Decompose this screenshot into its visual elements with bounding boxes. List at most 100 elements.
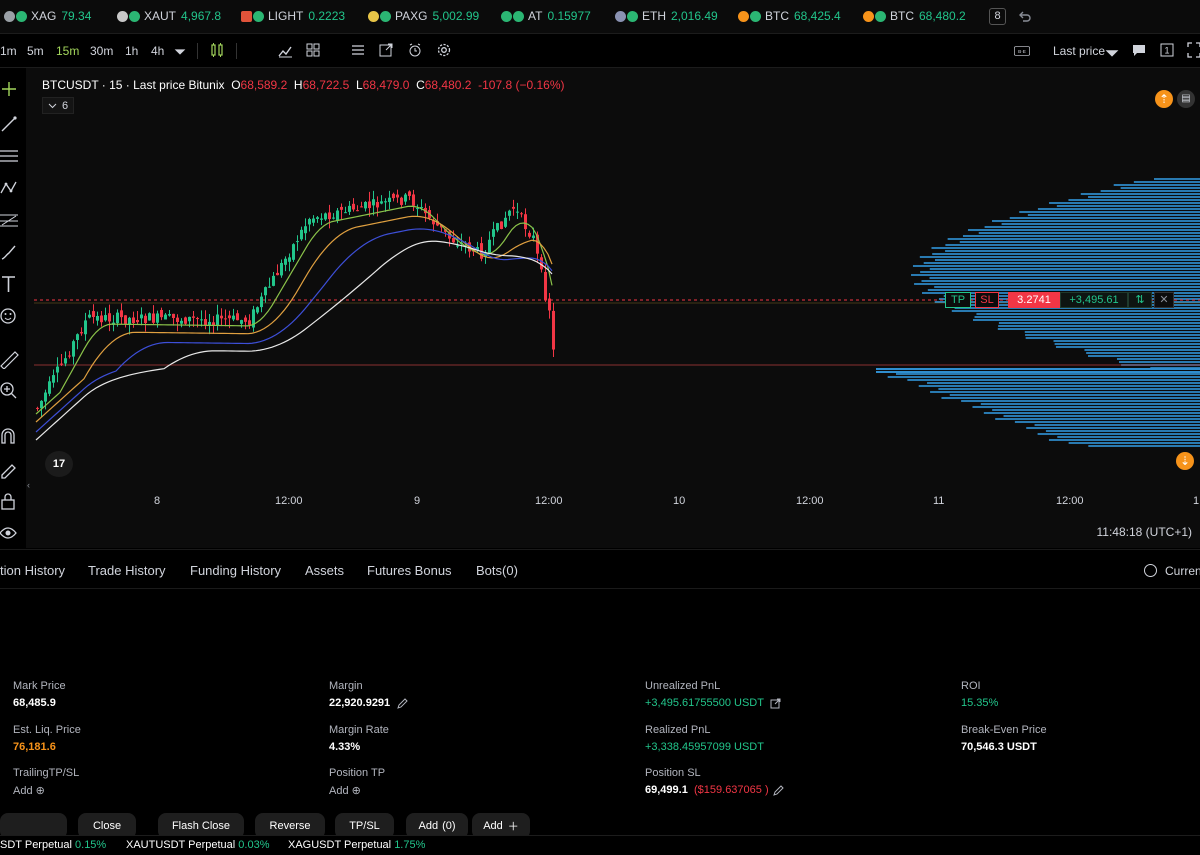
volume-profile-bar bbox=[896, 373, 1200, 375]
menu-icon[interactable] bbox=[350, 42, 366, 58]
tab-assets[interactable]: Assets bbox=[305, 563, 345, 578]
x-tick: 12:00 bbox=[275, 495, 303, 507]
tab-bots[interactable]: Bots(0) bbox=[476, 563, 518, 578]
lock-icon[interactable] bbox=[0, 491, 20, 511]
time-axis[interactable]: 8 12:00 9 12:00 10 12:00 11 12:00 1 bbox=[0, 495, 1200, 511]
volume-profile-bar bbox=[1113, 184, 1200, 186]
candle-body bbox=[256, 307, 259, 313]
tab-funding-history[interactable]: Funding History bbox=[190, 563, 282, 578]
notes-icon[interactable]: ▤ bbox=[1177, 90, 1195, 108]
candles-icon[interactable] bbox=[209, 42, 225, 58]
candle-body bbox=[240, 320, 243, 324]
share-icon[interactable] bbox=[770, 698, 781, 709]
reverse-position-icon[interactable]: ⇅ bbox=[1128, 292, 1152, 308]
ticker-item-eth[interactable]: ETH 2,016.49 bbox=[615, 9, 718, 23]
horizontal-lines-icon[interactable] bbox=[0, 146, 20, 166]
ticker-item-xaut[interactable]: XAUT 4,967.8 bbox=[117, 9, 221, 23]
eye-icon[interactable] bbox=[0, 523, 20, 543]
zoom-in-icon[interactable] bbox=[0, 381, 20, 401]
ticker-item-btc[interactable]: BTC 68,425.4 bbox=[738, 9, 841, 23]
edit-pencil-icon[interactable] bbox=[773, 785, 784, 796]
volume-profile-bar bbox=[919, 256, 1200, 258]
ticker-item-at[interactable]: AT 0.15977 bbox=[501, 9, 591, 23]
time-display[interactable]: 11:48:18 (UTC+1) bbox=[1096, 525, 1193, 539]
fullscreen-icon[interactable] bbox=[1186, 42, 1200, 58]
add-orders-button[interactable]: Add (0) bbox=[406, 813, 468, 839]
ticker-item-xag[interactable]: XAG 79.34 bbox=[4, 9, 91, 23]
close-button[interactable]: Close bbox=[78, 813, 136, 839]
timeframe-4h[interactable]: 4h bbox=[151, 44, 165, 58]
external-window-icon[interactable] bbox=[378, 42, 394, 58]
undo-icon[interactable] bbox=[1017, 9, 1033, 25]
ticker-item-btc-2[interactable]: BTC 68,480.2 bbox=[863, 9, 966, 23]
fib-retracement-icon[interactable] bbox=[0, 210, 20, 230]
position-qty-label[interactable]: 3.2741 bbox=[1008, 292, 1060, 308]
brush-icon[interactable] bbox=[0, 242, 20, 262]
alarm-icon[interactable] bbox=[407, 42, 423, 58]
candle-body bbox=[296, 241, 299, 243]
ticker-count-badge[interactable]: 8 bbox=[989, 8, 1006, 25]
x-tick: 12:00 bbox=[1056, 495, 1084, 507]
ticker-item-light[interactable]: LIGHT 0.2223 bbox=[241, 9, 345, 23]
emoji-icon[interactable] bbox=[0, 306, 20, 326]
scroll-up-icon[interactable]: ⇡ bbox=[1155, 90, 1173, 108]
position-tp-button[interactable]: TP bbox=[945, 292, 971, 308]
edit-pencil-icon[interactable] bbox=[397, 698, 408, 709]
symbol-line[interactable]: BTCUSDT · 15 · Last price Bitunix bbox=[42, 78, 225, 92]
timeframe-5m[interactable]: 5m bbox=[27, 44, 44, 58]
candle-body bbox=[412, 194, 415, 206]
tradingview-logo-icon[interactable]: 17 bbox=[45, 451, 73, 477]
add-position-button[interactable]: Add ＋ bbox=[472, 813, 530, 839]
tab-futures-bonus[interactable]: Futures Bonus bbox=[367, 563, 452, 578]
tab-trade-history[interactable]: Trade History bbox=[88, 563, 166, 578]
indicators-icon[interactable] bbox=[277, 42, 293, 58]
chevron-down-icon[interactable] bbox=[172, 44, 188, 60]
text-icon[interactable] bbox=[0, 274, 20, 294]
position-tp-add-button[interactable]: Add ⊕ bbox=[329, 785, 361, 797]
market-close-button[interactable] bbox=[0, 813, 67, 839]
trailing-tpsl-label: TrailingTP/SL bbox=[13, 767, 80, 779]
crosshair-icon[interactable] bbox=[0, 80, 20, 100]
bottom-ticker-item[interactable]: XAUTUSDT Perpetual 0.03% bbox=[126, 839, 270, 851]
volume-profile-bar bbox=[983, 412, 1200, 414]
trailing-add-button[interactable]: Add ⊕ bbox=[13, 785, 45, 797]
timeframe-1m[interactable]: 1m bbox=[0, 44, 17, 58]
magnet-icon[interactable] bbox=[0, 427, 20, 447]
single-layout-icon[interactable]: 1 bbox=[1159, 42, 1175, 58]
bottom-ticker-item[interactable]: XAGUSDT Perpetual 1.75% bbox=[288, 839, 426, 851]
chat-icon[interactable] bbox=[1131, 42, 1147, 58]
scroll-left-icon[interactable]: ‹ bbox=[27, 480, 30, 490]
bottom-ticker-item[interactable]: SDT Perpetual 0.15% bbox=[0, 839, 107, 851]
flash-close-button[interactable]: Flash Close bbox=[158, 813, 244, 839]
candlestick-chart[interactable] bbox=[26, 68, 1200, 548]
ticker-item-paxg[interactable]: PAXG 5,002.99 bbox=[368, 9, 479, 23]
volume-profile-bar bbox=[998, 322, 1200, 324]
timeframe-1h[interactable]: 1h bbox=[125, 44, 139, 58]
pattern-icon[interactable] bbox=[0, 178, 20, 198]
tpsl-button[interactable]: TP/SL bbox=[335, 813, 394, 839]
depth-toggle-icon[interactable]: B·E bbox=[1014, 43, 1030, 59]
volume-profile-bar bbox=[876, 368, 1200, 370]
settings-gear-icon[interactable] bbox=[436, 42, 452, 58]
position-sl-button[interactable]: SL bbox=[975, 292, 999, 308]
x-tick: 9 bbox=[414, 495, 421, 507]
indicators-toggle[interactable]: 6 bbox=[42, 97, 75, 114]
pencil-lock-icon[interactable] bbox=[0, 459, 20, 479]
candle-body bbox=[524, 214, 527, 230]
timeframe-30m[interactable]: 30m bbox=[90, 44, 114, 58]
timeframe-15m[interactable]: 15m bbox=[56, 44, 80, 58]
reverse-button[interactable]: Reverse bbox=[255, 813, 325, 839]
scroll-down-icon[interactable]: ⇣ bbox=[1176, 452, 1194, 470]
current-radio[interactable] bbox=[1144, 564, 1157, 577]
trend-line-icon[interactable] bbox=[0, 114, 20, 134]
ruler-icon[interactable] bbox=[0, 349, 20, 369]
candle-body bbox=[108, 313, 111, 322]
price-chart[interactable] bbox=[26, 68, 1200, 548]
candle-body bbox=[248, 320, 251, 325]
chevron-down-icon[interactable] bbox=[1104, 47, 1120, 63]
candle-body bbox=[96, 315, 99, 321]
close-position-icon[interactable]: ✕ bbox=[1154, 292, 1174, 308]
layout-grid-icon[interactable] bbox=[305, 42, 321, 58]
tab-position-history[interactable]: tion History bbox=[0, 563, 66, 578]
price-type-select[interactable]: Last price bbox=[1053, 44, 1106, 58]
